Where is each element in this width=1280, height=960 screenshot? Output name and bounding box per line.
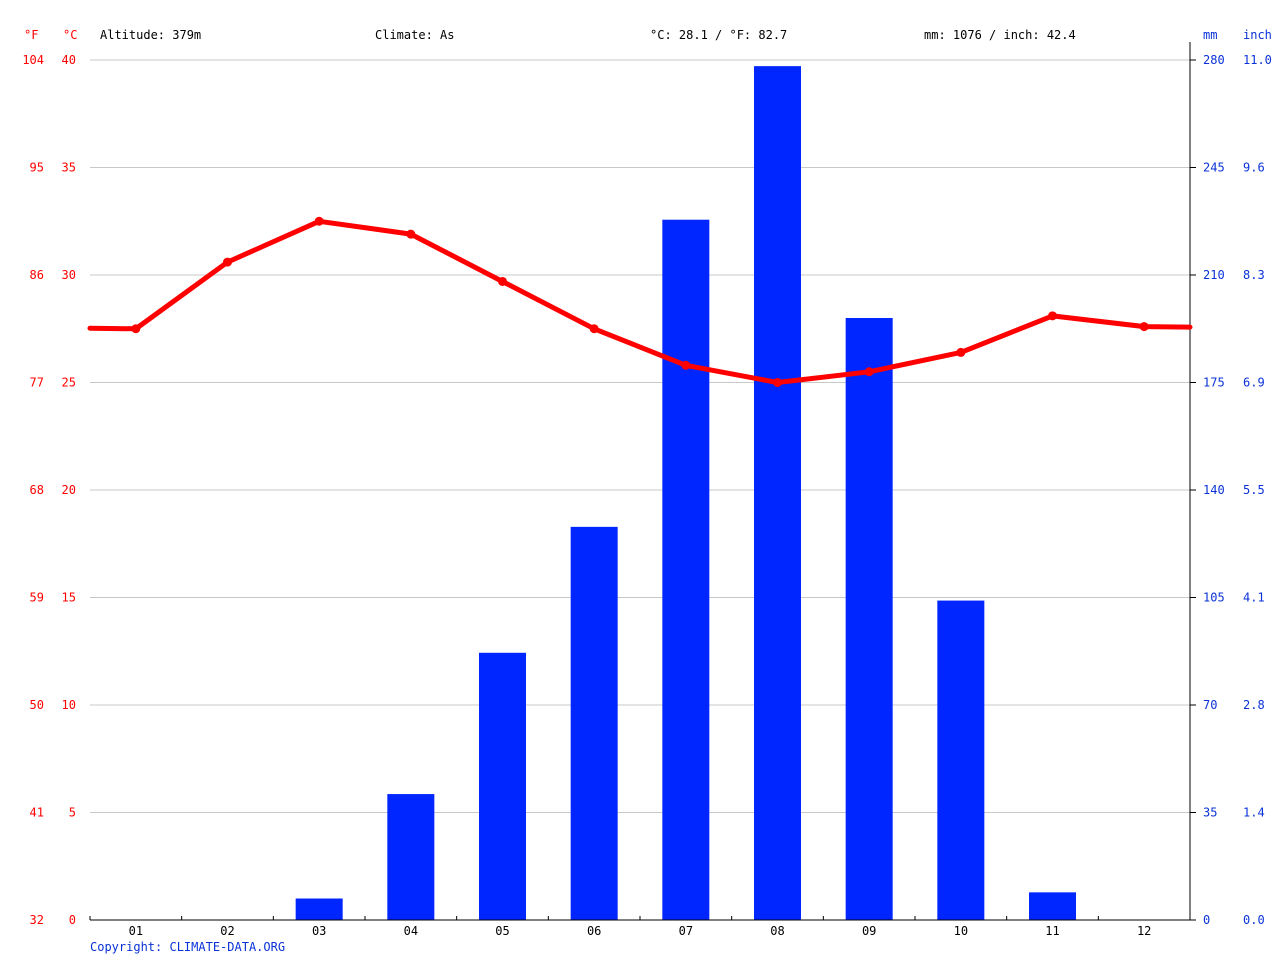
- precipitation-bar: [570, 526, 618, 920]
- temperature-point: [589, 324, 599, 334]
- x-tick-label: 07: [679, 924, 693, 938]
- temperature-point: [864, 367, 874, 377]
- precipitation-bars: [295, 66, 1076, 920]
- grid-lines: [90, 59, 1190, 813]
- y-tick-label-fahrenheit: 104: [22, 53, 44, 67]
- x-tick-label: 04: [404, 924, 418, 938]
- y-tick-label-mm: 70: [1203, 698, 1217, 712]
- precipitation-bar: [1029, 892, 1076, 920]
- celsius-unit-label: °C: [63, 28, 78, 42]
- y-tick-label-fahrenheit: 59: [30, 591, 44, 605]
- altitude-label: Altitude: 379m: [100, 28, 202, 42]
- y-tick-label-mm: 0: [1203, 913, 1210, 927]
- y-tick-label-mm: 35: [1203, 806, 1217, 820]
- precipitation-bar: [295, 898, 343, 920]
- x-tick-label: 09: [862, 924, 876, 938]
- y-tick-label-mm: 105: [1203, 591, 1225, 605]
- y-tick-label-inch: 0.0: [1243, 913, 1265, 927]
- y-tick-label-mm: 245: [1203, 161, 1225, 175]
- y-tick-label-celsius: 30: [62, 268, 76, 282]
- y-tick-label-inch: 11.0: [1243, 53, 1272, 67]
- y-tick-label-fahrenheit: 68: [30, 483, 44, 497]
- y-tick-label-inch: 8.3: [1243, 268, 1265, 282]
- x-tick-label: 10: [954, 924, 968, 938]
- x-tick-label: 02: [220, 924, 234, 938]
- y-tick-label-fahrenheit: 50: [30, 698, 44, 712]
- x-tick-label: 12: [1137, 924, 1151, 938]
- y-tick-label-celsius: 10: [62, 698, 76, 712]
- temperature-point: [1139, 322, 1149, 332]
- x-tick-label: 11: [1045, 924, 1059, 938]
- mm-unit-label: mm: [1203, 28, 1218, 42]
- precipitation-bar: [754, 66, 801, 920]
- x-tick-label: 05: [495, 924, 509, 938]
- precipitation-bar: [662, 219, 710, 920]
- y-tick-label-fahrenheit: 95: [30, 161, 44, 175]
- y-tick-label-mm: 210: [1203, 268, 1225, 282]
- temperature-point: [773, 378, 782, 387]
- y-tick-label-fahrenheit: 41: [30, 806, 44, 820]
- inch-unit-label: inch: [1243, 28, 1272, 42]
- temperature-point: [314, 216, 324, 226]
- x-tick-label: 08: [770, 924, 784, 938]
- temperature-point: [131, 324, 141, 334]
- y-tick-label-celsius: 40: [62, 53, 76, 67]
- y-tick-label-mm: 280: [1203, 53, 1225, 67]
- temperature-point: [498, 276, 507, 286]
- y-tick-label-celsius: 15: [62, 591, 76, 605]
- temperature-point: [956, 347, 966, 357]
- x-tick-label: 06: [587, 924, 601, 938]
- temperature-point: [406, 229, 416, 239]
- precipitation-bar: [479, 652, 526, 920]
- y-tick-label-inch: 1.4: [1243, 806, 1265, 820]
- fahrenheit-unit-label: °F: [24, 28, 39, 42]
- temperature-point: [1048, 311, 1057, 321]
- y-tick-label-inch: 5.5: [1243, 483, 1265, 497]
- y-tick-label-celsius: 25: [62, 376, 76, 390]
- y-tick-label-mm: 140: [1203, 483, 1225, 497]
- climate-label: Climate: As: [375, 28, 455, 42]
- average-temperature-label: °C: 28.1 / °F: 82.7: [650, 28, 788, 42]
- temperature-line: [87, 216, 1193, 387]
- y-tick-label-celsius: 35: [62, 161, 76, 175]
- x-tick-label: 03: [312, 924, 326, 938]
- y-tick-label-inch: 9.6: [1243, 161, 1265, 175]
- y-tick-label-inch: 6.9: [1243, 376, 1265, 390]
- y-tick-label-mm: 175: [1203, 376, 1225, 390]
- y-tick-label-celsius: 0: [69, 913, 76, 927]
- x-tick-label: 01: [129, 924, 143, 938]
- temperature-line-path: [87, 218, 1193, 385]
- copyright-link[interactable]: Copyright: CLIMATE-DATA.ORG: [90, 940, 286, 954]
- y-tick-label-celsius: 5: [69, 806, 76, 820]
- y-tick-label-fahrenheit: 32: [30, 913, 44, 927]
- precipitation-bar: [387, 794, 435, 920]
- precipitation-bar: [845, 318, 893, 920]
- temperature-point: [223, 257, 232, 267]
- y-tick-label-fahrenheit: 77: [30, 376, 44, 390]
- y-tick-label-celsius: 20: [62, 483, 76, 497]
- tick-labels: 32 0 0 0.0 41 5 35 1.4 50 10 70 2.8 59 15 105 4.1 68 20 14…: [22, 53, 1272, 938]
- temperature-point: [681, 360, 691, 370]
- y-tick-label-fahrenheit: 86: [30, 268, 44, 282]
- precipitation-total-label: mm: 1076 / inch: 42.4: [924, 28, 1076, 42]
- y-tick-label-inch: 2.8: [1243, 698, 1265, 712]
- y-tick-label-inch: 4.1: [1243, 591, 1265, 605]
- precipitation-bar: [937, 600, 985, 920]
- axes: [89, 42, 1196, 921]
